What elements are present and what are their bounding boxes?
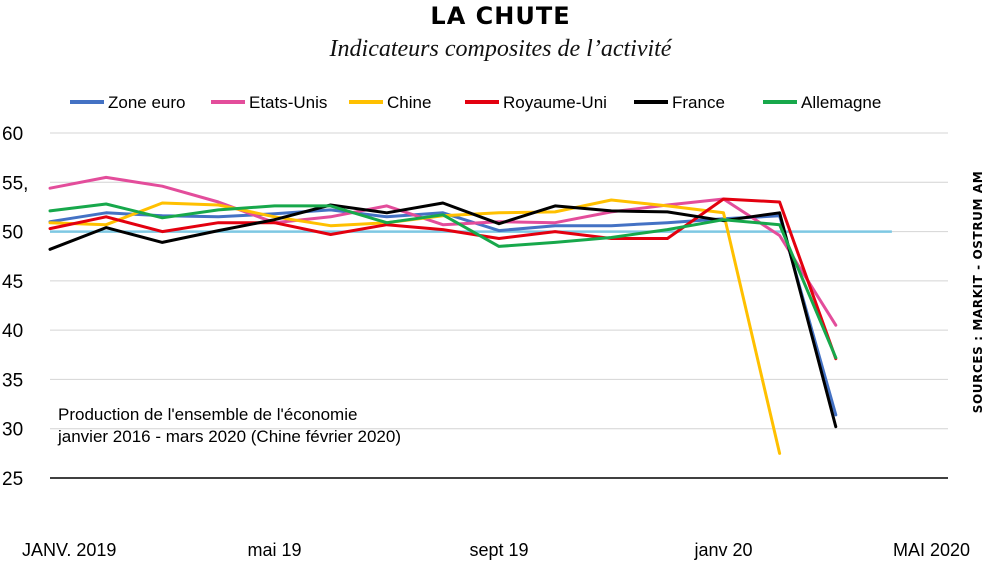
y-tick-label: 35: [2, 370, 23, 391]
series-line: [48, 175, 838, 327]
x-tick-label: janv 20: [693, 540, 752, 560]
y-tick-label: 40: [2, 321, 23, 342]
legend-label: Allemagne: [801, 93, 881, 112]
chart-note-line-1: Production de l'ensemble de l'économie: [58, 405, 357, 424]
legend-label: Royaume-Uni: [503, 93, 607, 112]
chart-note-line-2: janvier 2016 - mars 2020 (Chine février …: [57, 427, 401, 446]
y-tick-label: 45: [2, 272, 23, 293]
legend-label: Chine: [387, 93, 431, 112]
x-tick-label: JANV. 2019: [22, 540, 116, 560]
x-tick-label: MAI 2020: [893, 540, 970, 560]
y-tick-label: 55,: [2, 173, 28, 194]
chart-title: LA CHUTE: [430, 2, 571, 30]
x-tick-label: sept 19: [469, 540, 528, 560]
legend-label: Etats-Unis: [249, 93, 327, 112]
y-tick-label: 30: [2, 420, 23, 441]
y-tick-label: 25: [2, 469, 23, 490]
x-tick-label: mai 19: [247, 540, 301, 560]
y-tick-label: 60: [2, 124, 23, 145]
legend-label: Zone euro: [108, 93, 186, 112]
series-line: [48, 202, 838, 360]
grid-layer: [50, 132, 948, 430]
legend-label: France: [672, 93, 725, 112]
legend: Zone euro Etats-Unis Chine Royaume-Uni Franc…: [70, 93, 881, 112]
series-line: [48, 197, 838, 361]
series-layer: [48, 175, 892, 455]
series-line: [48, 201, 838, 429]
chart-subtitle: Indicateurs composites de l’activité: [329, 36, 672, 62]
y-tick-label: 50: [2, 223, 23, 244]
axis-layer: 60 55, 50 45 40 35 30 25 JANV. 2019 mai 19 sept 19…: [2, 124, 970, 560]
